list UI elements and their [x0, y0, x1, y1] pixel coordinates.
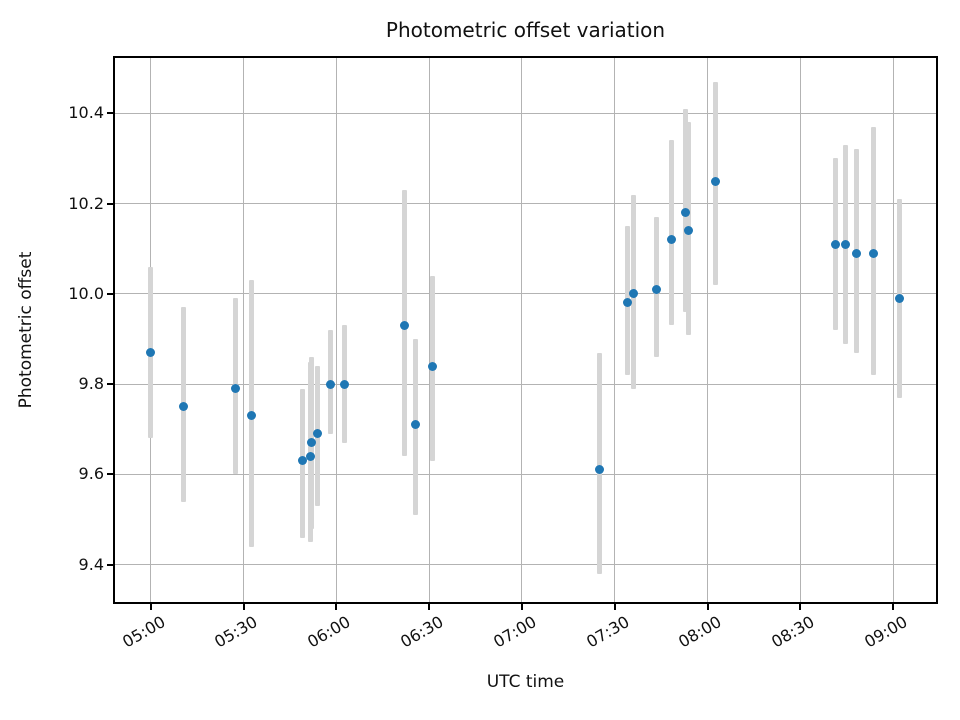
x-tick-mark — [242, 604, 245, 610]
data-point — [667, 235, 677, 245]
x-tick-mark — [799, 604, 802, 610]
data-point — [339, 379, 349, 389]
x-tick-label: 07:30 — [582, 612, 633, 652]
y-tick-label: 10.4 — [68, 103, 104, 123]
data-point — [628, 289, 638, 299]
x-tick-label: 07:00 — [490, 612, 540, 652]
y-gridline — [113, 112, 938, 114]
y-tick-mark — [107, 202, 113, 205]
x-tick-mark — [520, 604, 523, 610]
data-point — [681, 208, 691, 218]
y-tick-label: 10.0 — [68, 283, 104, 303]
data-point — [410, 420, 420, 430]
data-point — [307, 438, 317, 448]
x-gridline — [799, 56, 801, 604]
x-tick-mark — [149, 604, 152, 610]
y-gridline — [113, 473, 938, 475]
data-point — [297, 456, 307, 466]
x-tick-label: 08:00 — [675, 612, 726, 652]
x-gridline — [428, 56, 430, 604]
y-tick-label: 9.4 — [78, 554, 104, 574]
x-gridline — [335, 56, 337, 604]
data-point — [231, 384, 241, 394]
y-tick-label: 9.6 — [78, 464, 104, 484]
data-point — [831, 239, 841, 249]
error-bar — [669, 140, 675, 326]
x-tick-mark — [428, 604, 431, 610]
data-point — [622, 298, 632, 308]
data-point — [178, 402, 188, 412]
x-tick-mark — [613, 604, 616, 610]
x-gridline — [614, 56, 616, 604]
data-point — [246, 411, 256, 421]
x-tick-label: 08:30 — [768, 612, 818, 652]
y-tick-label: 10.2 — [68, 193, 104, 213]
x-axis-label: UTC time — [486, 672, 565, 692]
error-bar — [596, 352, 602, 574]
y-gridline — [113, 564, 938, 566]
data-point — [710, 176, 720, 186]
x-gridline — [521, 56, 523, 604]
x-gridline — [243, 56, 245, 604]
y-gridline — [113, 293, 938, 295]
x-tick-mark — [335, 604, 338, 610]
data-point — [325, 379, 335, 389]
x-tick-label: 06:30 — [397, 612, 447, 652]
y-gridline — [113, 383, 938, 385]
y-tick-mark — [107, 292, 113, 295]
y-gridline — [113, 203, 938, 205]
data-point — [868, 248, 878, 258]
data-point — [894, 293, 904, 303]
data-point — [594, 465, 604, 475]
data-point — [313, 429, 323, 439]
x-tick-label: 05:30 — [211, 612, 262, 652]
chart-title: Photometric offset variation — [385, 18, 666, 42]
x-tick-label: 05:00 — [118, 612, 169, 652]
data-point — [840, 239, 850, 249]
y-tick-mark — [107, 383, 113, 386]
x-tick-mark — [706, 604, 709, 610]
x-tick-label: 09:00 — [861, 612, 911, 652]
y-tick-mark — [107, 473, 113, 476]
y-tick-mark — [107, 112, 113, 115]
y-axis-label: Photometric offset — [16, 251, 36, 409]
data-point — [146, 348, 156, 358]
data-point — [305, 451, 315, 461]
data-point — [684, 226, 694, 236]
data-point — [427, 361, 437, 371]
x-tick-mark — [892, 604, 895, 610]
x-gridline — [707, 56, 709, 604]
plot-area — [113, 56, 938, 604]
x-gridline — [892, 56, 894, 604]
x-tick-label: 06:00 — [304, 612, 354, 652]
data-point — [399, 320, 409, 330]
data-point — [851, 248, 861, 258]
data-point — [652, 284, 661, 294]
y-tick-mark — [107, 563, 113, 566]
y-tick-label: 9.8 — [78, 374, 104, 394]
